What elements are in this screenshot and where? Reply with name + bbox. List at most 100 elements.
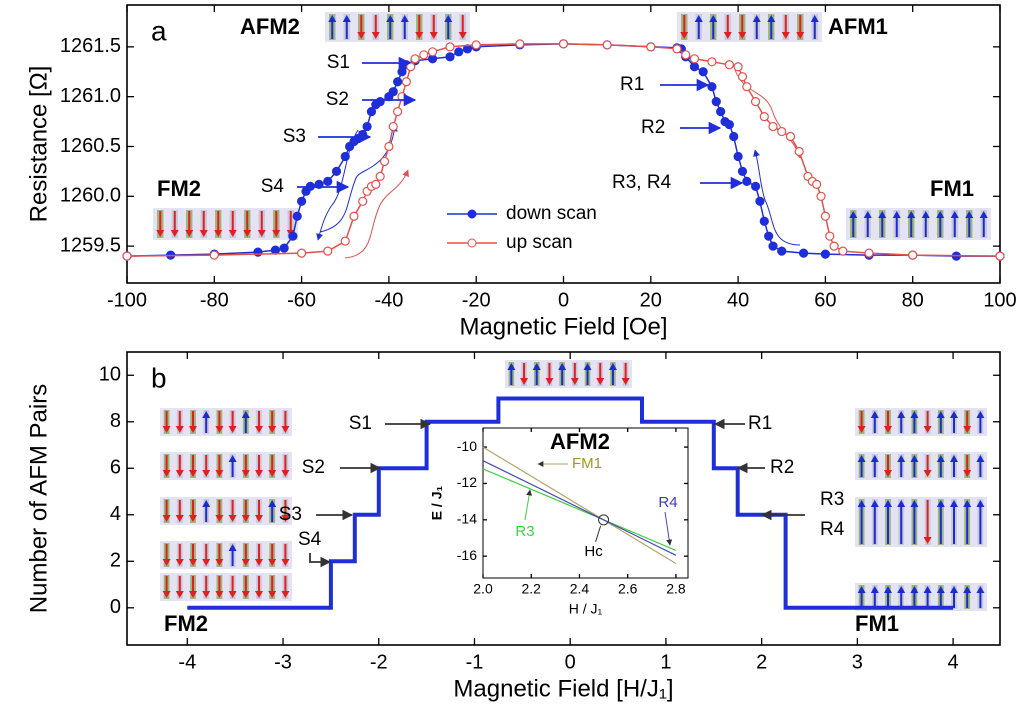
phase-label: FM1: [930, 176, 974, 201]
spin-head: [738, 32, 747, 39]
spin-head: [923, 470, 932, 477]
spin-head: [189, 515, 197, 522]
phase-label: AFM2: [240, 14, 300, 39]
spin-head: [870, 586, 879, 593]
spin-head: [268, 500, 277, 507]
spin-head: [810, 15, 819, 22]
inset-pointer: [664, 511, 673, 546]
data-point: [798, 248, 809, 258]
x-axis-title: H / J₁: [569, 601, 603, 617]
spin-icon: [855, 408, 987, 436]
spin-head: [979, 211, 988, 218]
spin-head: [781, 32, 790, 39]
data-point: [755, 196, 765, 206]
data-point: [393, 77, 403, 87]
spin-head: [936, 455, 945, 462]
spin-head: [910, 455, 919, 462]
spin-head: [923, 426, 932, 433]
spin-head: [202, 559, 211, 566]
crossing-pointer: [595, 525, 602, 542]
spin-head: [857, 426, 866, 433]
data-point: [384, 141, 394, 152]
data-point: [820, 211, 831, 221]
x-tick-label: 80: [902, 289, 924, 311]
spin-head: [215, 470, 224, 477]
spin-head: [156, 230, 165, 237]
y-axis-title: Number of AFM Pairs: [25, 384, 52, 613]
data-point: [698, 67, 708, 77]
spin-head: [400, 15, 409, 22]
data-point: [672, 44, 682, 54]
data-point: [340, 236, 350, 246]
x-tick-label: -1: [466, 651, 484, 673]
spin-head: [694, 15, 703, 22]
plot-frame: [482, 427, 689, 579]
spin-head: [215, 515, 224, 522]
step-label: R2: [641, 117, 665, 138]
y-tick-label: 8: [110, 410, 121, 432]
data-point: [711, 97, 721, 107]
data-point: [445, 52, 455, 62]
y-tick-label: 4: [110, 503, 121, 525]
spin-icon: [505, 360, 632, 388]
data-point: [764, 231, 774, 241]
spin-head: [228, 544, 237, 551]
spin-head: [255, 470, 263, 477]
spin-head: [767, 15, 776, 22]
legend-marker: [467, 238, 477, 248]
spin-icon: [153, 208, 298, 240]
spin-head: [884, 500, 892, 507]
spin-head: [175, 559, 184, 566]
data-point: [375, 97, 385, 107]
data-point: [829, 241, 839, 251]
data-point: [454, 47, 464, 57]
step-label: S2: [302, 457, 325, 478]
spin-head: [884, 426, 892, 433]
step-label: R1: [748, 413, 772, 434]
data-point: [864, 248, 874, 258]
spin-head: [202, 591, 211, 598]
x-tick-label: 0: [558, 289, 569, 311]
data-point: [366, 107, 377, 117]
spin-head: [371, 32, 380, 39]
y-tick-label: 1260.5: [60, 135, 121, 157]
data-point: [820, 249, 831, 259]
sweep-arrow: [319, 124, 398, 233]
spin-head: [963, 470, 972, 477]
spin-head: [870, 411, 879, 418]
data-point: [602, 40, 612, 50]
data-point: [724, 60, 734, 70]
spin-head: [170, 230, 179, 237]
spin-head: [281, 559, 290, 566]
spin-head: [189, 426, 197, 433]
data-point: [393, 107, 403, 117]
spin-icon: [677, 12, 822, 42]
data-point: [279, 243, 289, 253]
panel-label: a: [151, 15, 167, 46]
spin-head: [950, 500, 958, 507]
step-label: R3: [820, 489, 844, 510]
spin-head: [863, 211, 872, 218]
step-label: S1: [349, 413, 372, 434]
spin-head: [870, 500, 879, 507]
spin-head: [910, 586, 919, 593]
data-point: [340, 151, 350, 162]
spin-head: [936, 211, 945, 218]
spin-head: [255, 559, 263, 566]
x-tick-label: 20: [640, 289, 662, 311]
step-label: R2: [770, 457, 794, 478]
x-tick-label: 0: [565, 651, 576, 673]
spin-head: [950, 411, 958, 418]
step-label: R4: [820, 519, 845, 540]
spin-head: [857, 500, 866, 507]
spin-head: [185, 230, 194, 237]
spin-head: [976, 455, 985, 462]
spin-icon: [855, 497, 987, 547]
crossing-point: [598, 514, 610, 526]
x-tick-label: 2: [756, 651, 767, 673]
data-point: [724, 119, 734, 130]
y-tick-label: 2: [110, 550, 121, 572]
spin-head: [255, 591, 263, 598]
spin-head: [458, 32, 467, 39]
spin-head: [976, 500, 985, 507]
